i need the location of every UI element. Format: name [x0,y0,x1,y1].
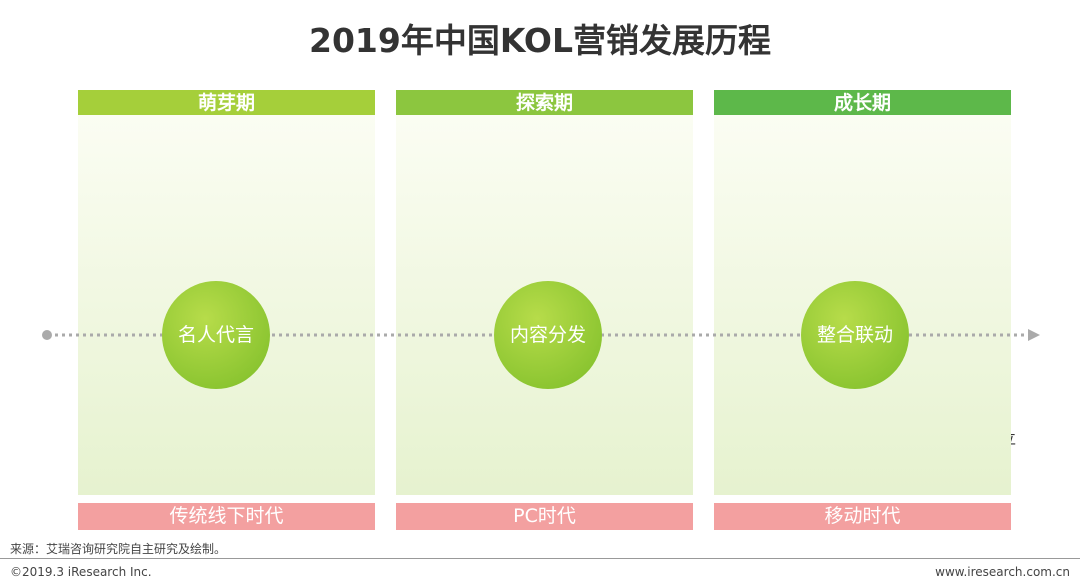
copyright: ©2019.3 iResearch Inc. [10,565,152,579]
website: www.iresearch.com.cn [935,565,1070,579]
stage-header: 探索期 [396,90,693,116]
divider [0,558,1080,559]
stage-header: 萌芽期 [78,90,375,116]
theme-circle: 整合联动 [801,281,909,389]
era-label: PC时代 [396,503,693,530]
theme-circle: 名人代言 [162,281,270,389]
era-label: 传统线下时代 [78,503,375,530]
era-label: 移动时代 [714,503,1011,530]
title: 2019年中国KOL营销发展历程 [308,21,772,60]
theme-circle: 内容分发 [494,281,602,389]
source: 来源：艾瑞咨询研究院自主研究及绘制。 [10,542,227,556]
stage-header: 成长期 [714,90,1011,116]
